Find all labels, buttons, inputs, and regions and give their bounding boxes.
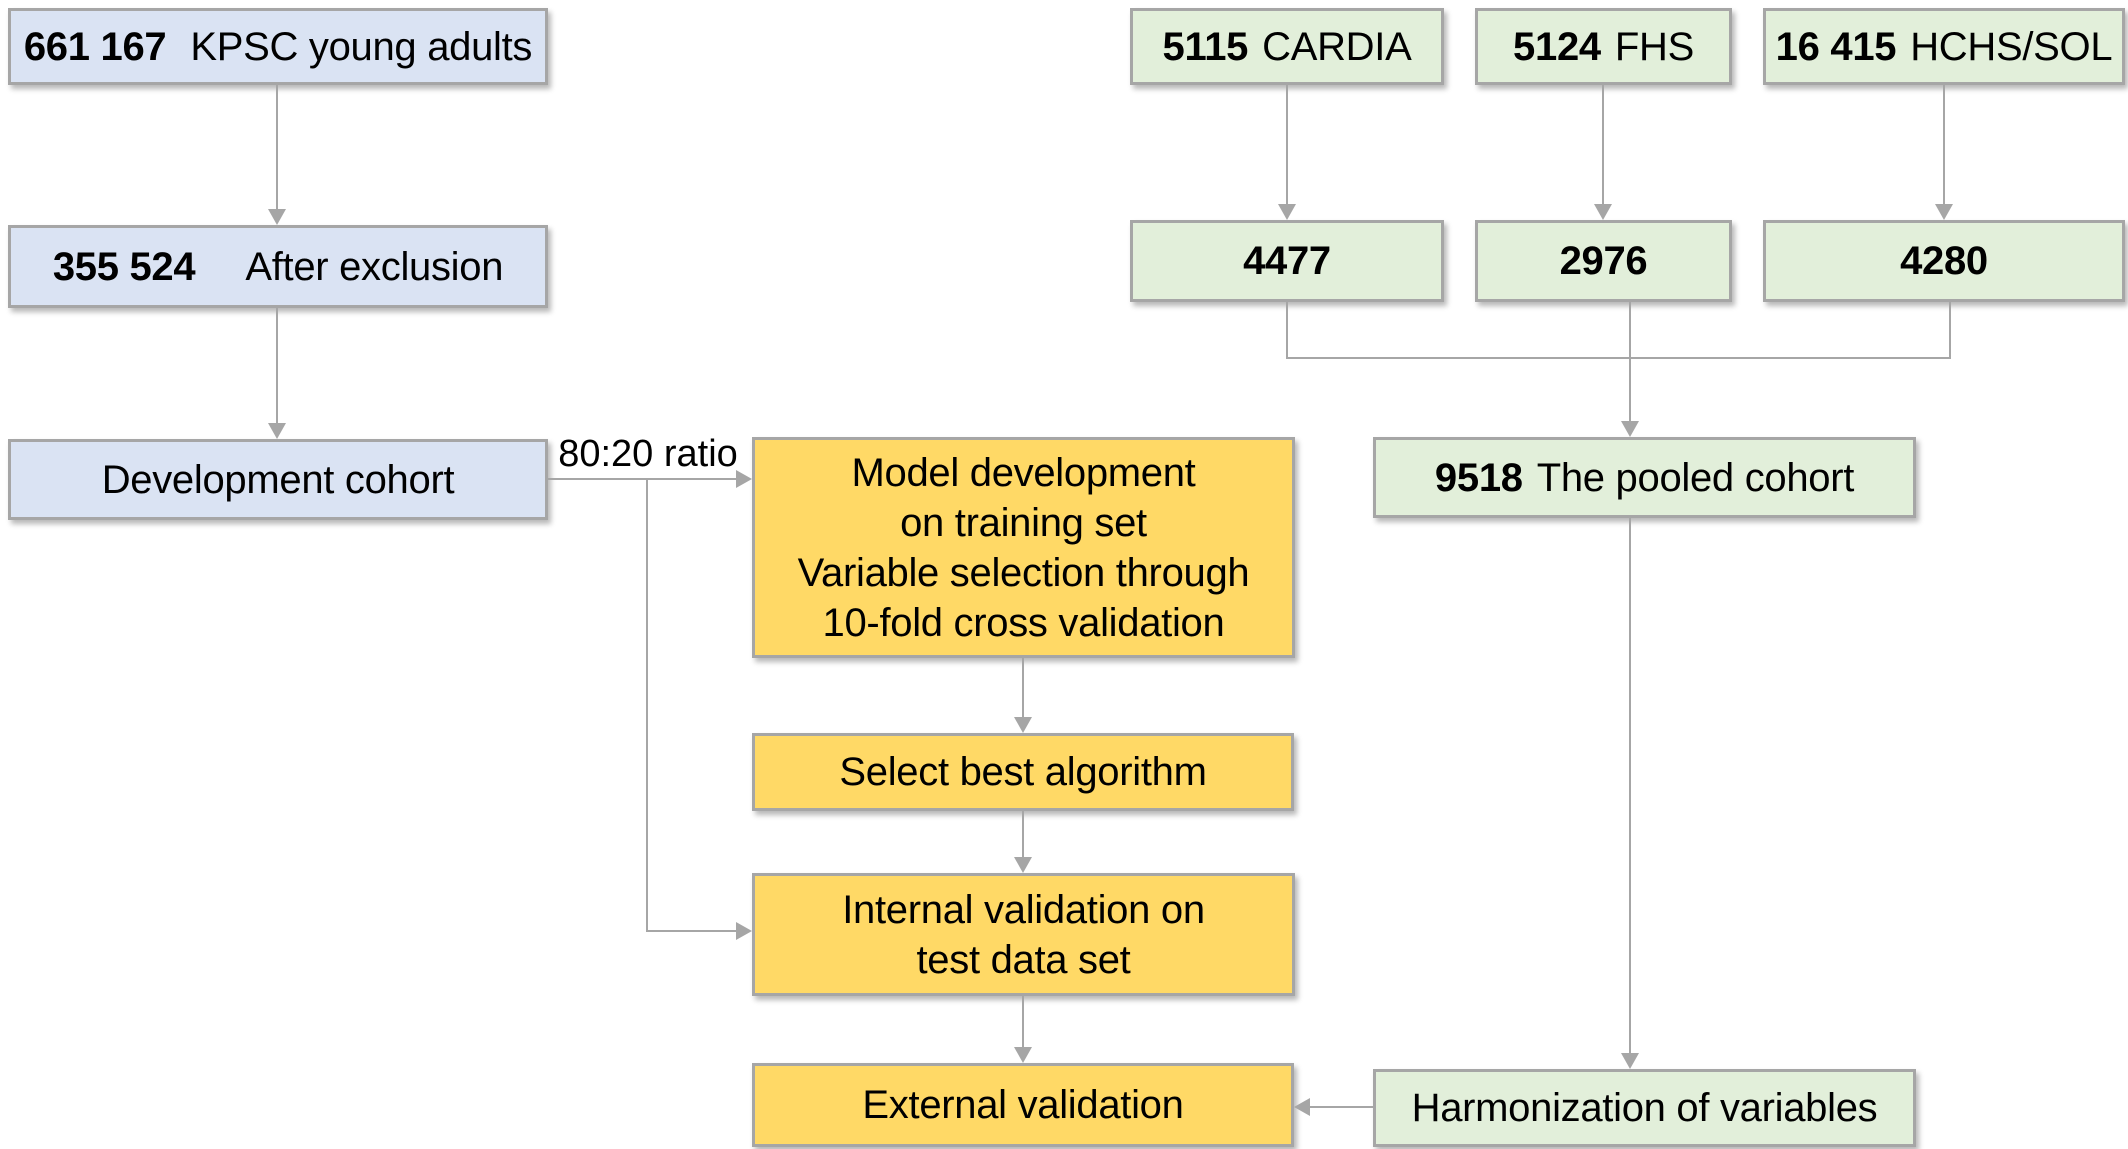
internal-validation-line-1: Internal validation on [842, 887, 1205, 932]
box-development-cohort: Development cohort [8, 439, 548, 520]
connector-internal-external [1022, 996, 1024, 1048]
external-validation-label: External validation [862, 1083, 1184, 1127]
arrowhead-select-internal [1014, 857, 1032, 873]
cardia-included-count: 4477 [1243, 239, 1331, 283]
box-pooled-cohort: 9518 The pooled cohort [1373, 437, 1916, 518]
after-exclusion-count: 355 524 [52, 244, 196, 289]
internal-validation-line-2: test data set [916, 937, 1131, 982]
fhs-count: 5124 [1513, 24, 1601, 69]
arrowhead-exclusion-development [268, 423, 286, 439]
model-development-line-3: Variable selection through [797, 550, 1250, 595]
connector-hchs-included [1943, 85, 1945, 205]
model-development-line-2: on training set [900, 500, 1147, 545]
connector-kpsc-exclusion [276, 85, 278, 211]
connector-development-model [548, 478, 737, 480]
fhs-label: FHS [1614, 24, 1694, 69]
hchs-count: 16 415 [1775, 24, 1897, 69]
connector-cardia-included [1286, 85, 1288, 205]
connector-model-select [1022, 658, 1024, 718]
pooled-cohort-count: 9518 [1434, 455, 1523, 500]
connector-merge-right [1949, 302, 1951, 359]
box-harmonization: Harmonization of variables [1373, 1069, 1916, 1147]
connector-merge-pooled [1629, 302, 1631, 422]
pooled-cohort-label: The pooled cohort [1536, 455, 1855, 500]
cardia-count: 5115 [1162, 24, 1249, 69]
connector-pooled-harmonization [1629, 518, 1631, 1054]
connector-merge-left [1286, 302, 1288, 359]
arrowhead-development-model [736, 470, 752, 488]
box-hchs-included: 4280 [1763, 220, 2125, 302]
arrowhead-model-select [1014, 717, 1032, 733]
kpsc-label: KPSC young adults [190, 24, 533, 69]
harmonization-label: Harmonization of variables [1411, 1086, 1878, 1130]
box-kpsc-young-adults: 661 167 KPSC young adults [8, 8, 548, 85]
box-fhs: 5124 FHS [1475, 8, 1732, 85]
cardia-label: CARDIA [1262, 24, 1412, 69]
arrowhead-internal-external [1014, 1047, 1032, 1063]
after-exclusion-label: After exclusion [245, 244, 504, 289]
arrowhead-kpsc-exclusion [268, 209, 286, 225]
connector-merge-horizontal [1286, 357, 1951, 359]
box-select-algorithm: Select best algorithm [752, 733, 1294, 811]
arrowhead-fhs-included [1594, 204, 1612, 220]
connector-branch-internal [646, 930, 737, 932]
arrowhead-cardia-included [1278, 204, 1296, 220]
arrowhead-merge-pooled [1621, 421, 1639, 437]
box-cardia: 5115 CARDIA [1130, 8, 1444, 85]
hchs-label: HCHS/SOL [1910, 24, 2113, 69]
connector-fhs-included [1602, 85, 1604, 205]
arrowhead-pooled-harmonization [1621, 1053, 1639, 1069]
connector-harmonization-external [1310, 1106, 1373, 1108]
model-development-line-4: 10-fold cross validation [822, 600, 1225, 645]
connector-branch-vertical [646, 478, 648, 932]
box-after-exclusion: 355 524 After exclusion [8, 225, 548, 308]
kpsc-count: 661 167 [23, 24, 167, 69]
connector-exclusion-development [276, 308, 278, 424]
development-cohort-label: Development cohort [101, 457, 455, 502]
box-fhs-included: 2976 [1475, 220, 1732, 302]
hchs-included-count: 4280 [1900, 239, 1988, 283]
split-ratio-label: 80:20 ratio [558, 433, 738, 475]
box-cardia-included: 4477 [1130, 220, 1444, 302]
model-development-line-1: Model development [851, 450, 1196, 495]
arrowhead-branch-internal [736, 922, 752, 940]
arrowhead-hchs-included [1935, 204, 1953, 220]
arrowhead-harmonization-external [1294, 1098, 1310, 1116]
box-model-development: Model development on training set Variab… [752, 437, 1295, 658]
connector-select-internal [1022, 811, 1024, 858]
box-internal-validation: Internal validation on test data set [752, 873, 1295, 996]
select-algorithm-label: Select best algorithm [839, 750, 1207, 794]
box-external-validation: External validation [752, 1063, 1294, 1147]
fhs-included-count: 2976 [1559, 239, 1648, 283]
box-hchs: 16 415 HCHS/SOL [1763, 8, 2125, 85]
